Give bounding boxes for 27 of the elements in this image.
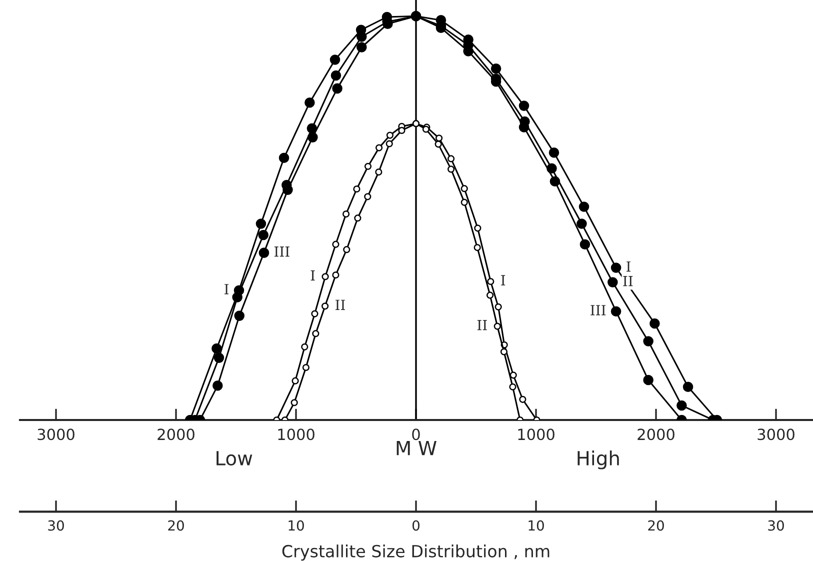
annotation: I: [501, 275, 506, 286]
annotation: III: [590, 305, 606, 316]
x-tick-label: 3000: [38, 428, 74, 440]
x2-tick-label: 0: [412, 520, 420, 531]
annotation: I: [626, 261, 630, 272]
x-axis-title: M W: [396, 440, 436, 456]
text: Low: [216, 451, 252, 466]
x2-tick-label: 20: [648, 520, 664, 531]
annotation: I: [224, 284, 229, 294]
x-tick-label: 0: [412, 428, 420, 440]
x2-tick-label: 10: [528, 520, 544, 531]
x2-axis-title: Crystallite Size Distribution , nm: [282, 544, 550, 561]
x2-tick-label: 10: [288, 520, 304, 531]
text: High: [578, 450, 619, 470]
annotation: II: [336, 300, 345, 310]
x-tick-label: 2000: [638, 428, 674, 440]
x-tick-label: 1000: [518, 428, 554, 440]
x2-tick-label: 20: [168, 520, 184, 531]
x2-tick-label: 30: [768, 520, 784, 531]
annotation: III: [274, 246, 290, 257]
x-tick-label: 1000: [278, 428, 314, 440]
x-tick-label: 3000: [758, 428, 794, 440]
annotation: I: [310, 270, 315, 280]
annotation: II: [623, 276, 633, 286]
x-tick-label: 2000: [158, 428, 194, 440]
x2-tick-label: 30: [48, 520, 64, 531]
annotation: II: [477, 320, 487, 330]
